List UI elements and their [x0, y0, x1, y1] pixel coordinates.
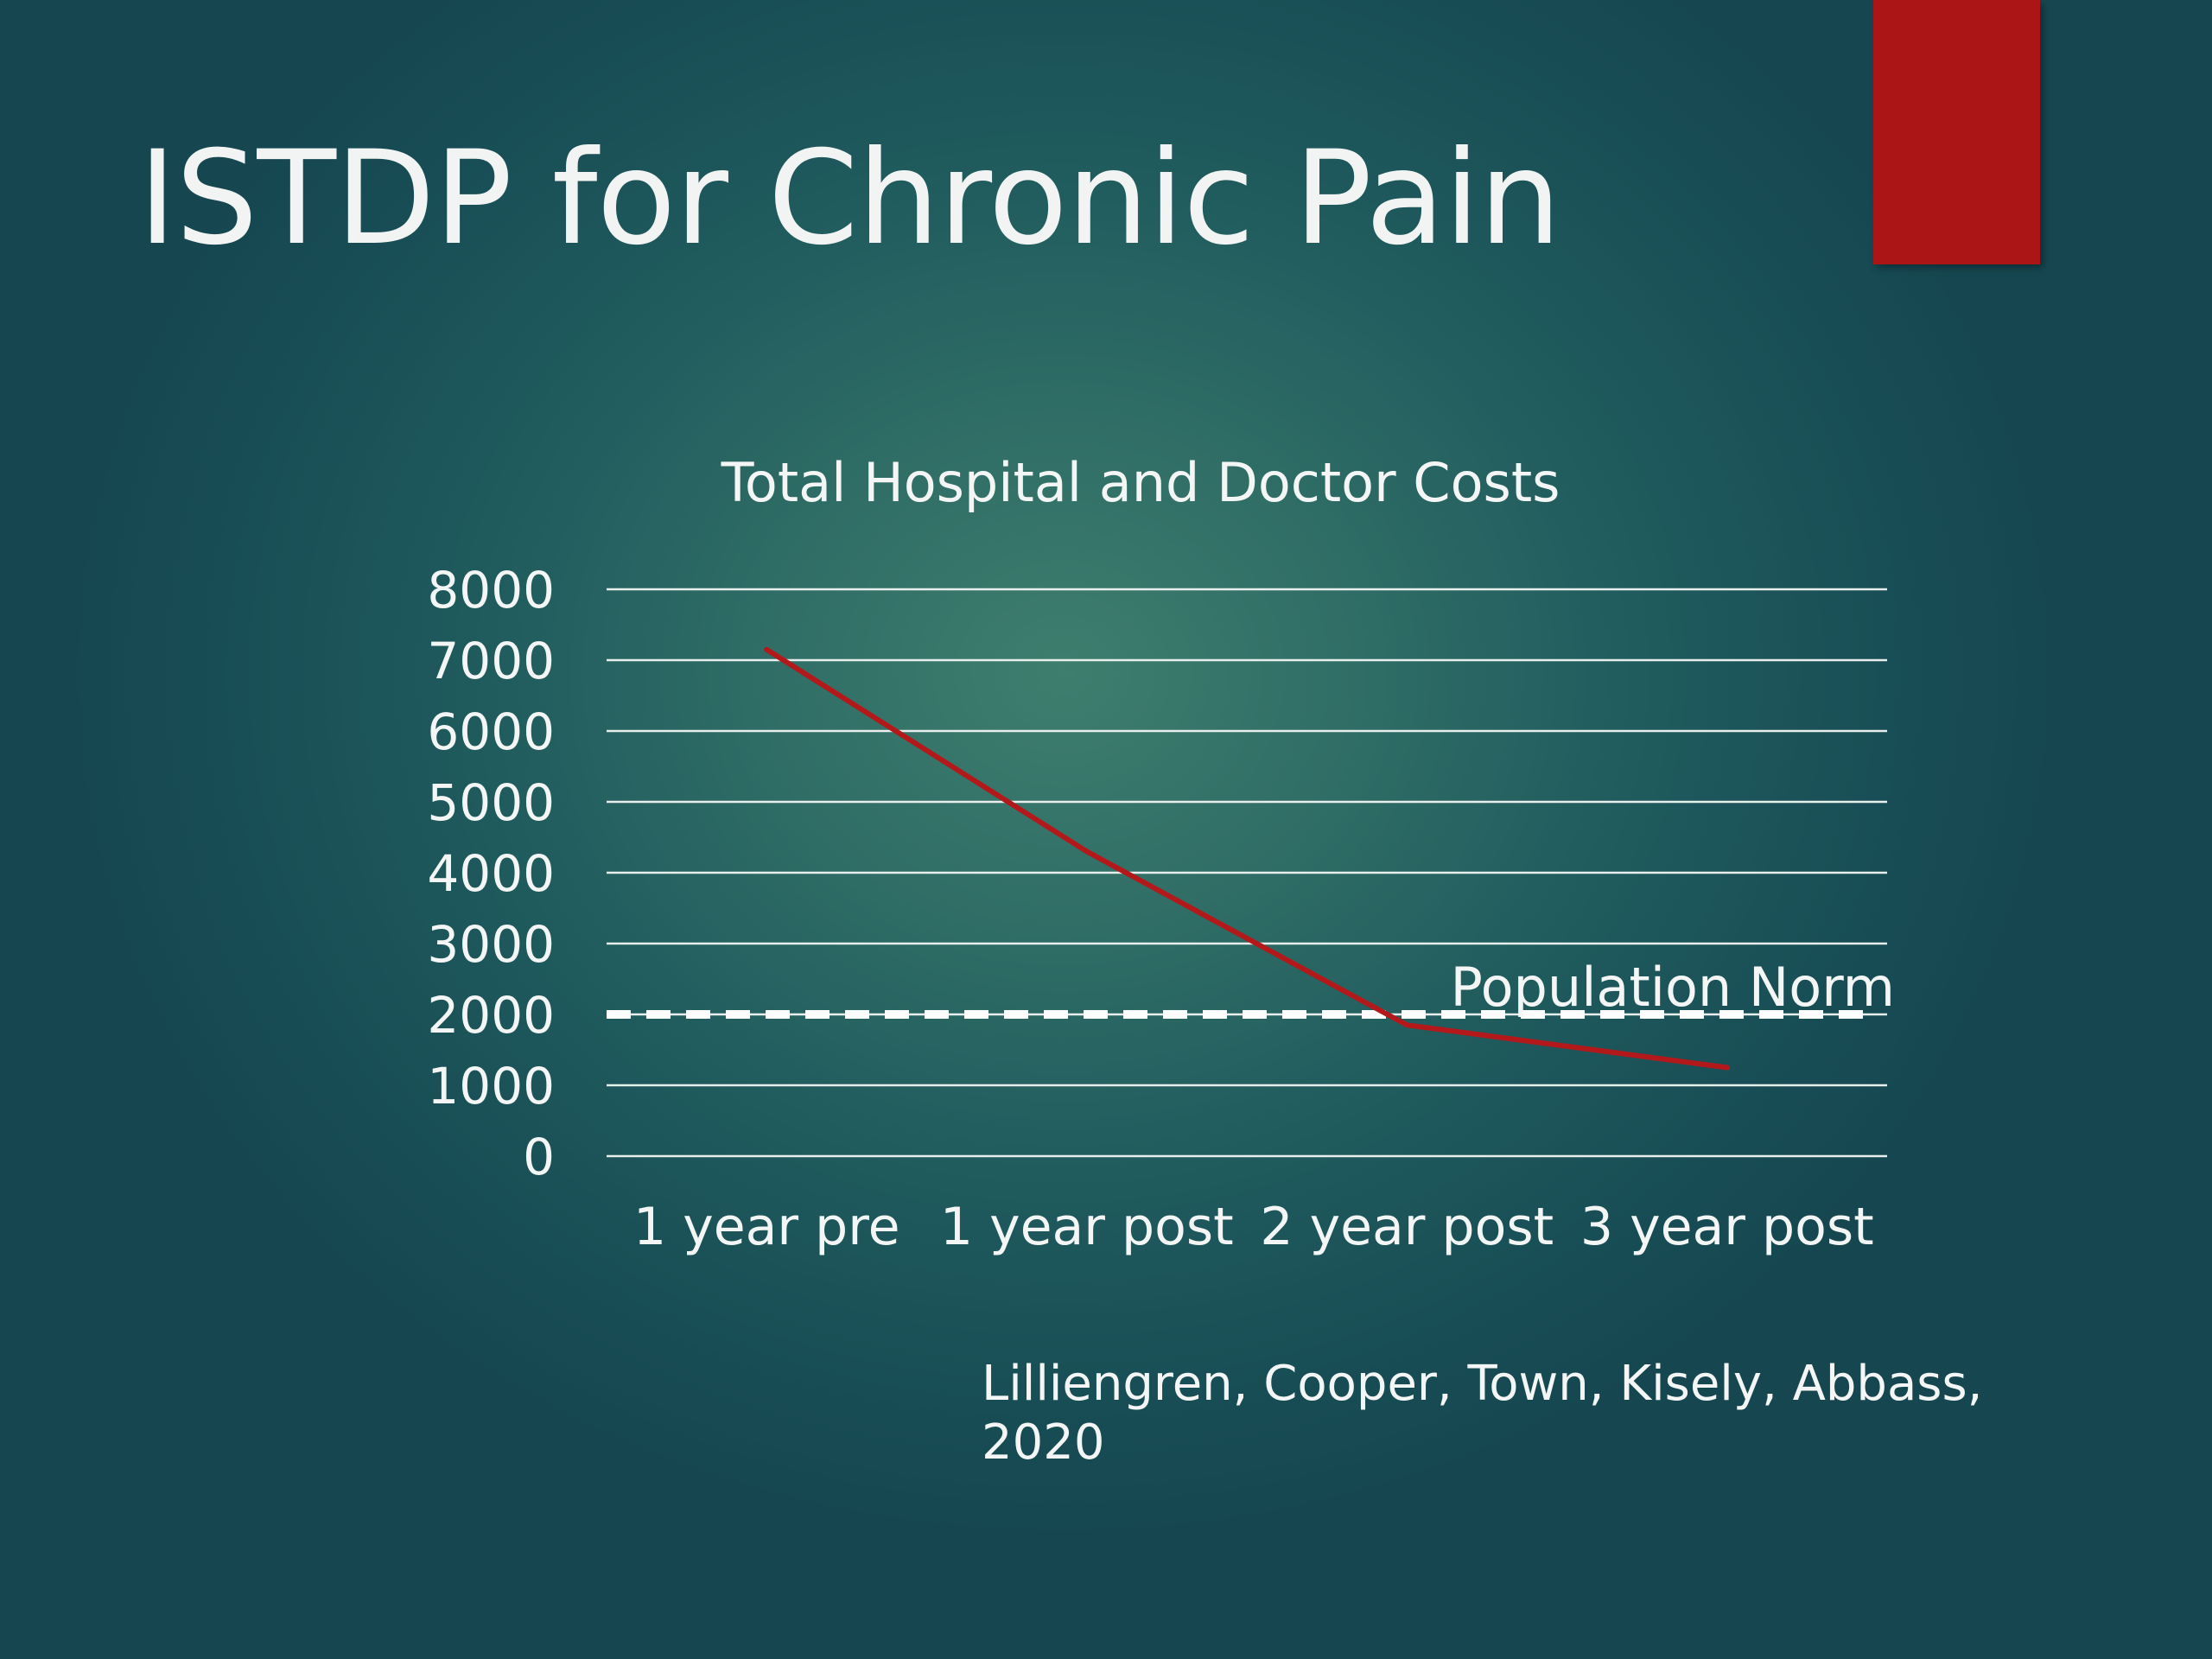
- series-point: [1404, 1022, 1410, 1028]
- y-tick-label: 4000: [427, 844, 555, 903]
- y-tick-label: 5000: [427, 773, 555, 832]
- x-tick-label: 1 year post: [940, 1197, 1234, 1257]
- series-point: [1724, 1065, 1730, 1071]
- reference-line-group: Population Norm: [607, 956, 1895, 1019]
- x-tick-label: 1 year pre: [633, 1197, 900, 1257]
- citation: Lilliengren, Cooper, Town, Kisely, Abbas…: [982, 1356, 1983, 1471]
- y-tick-label: 7000: [427, 632, 555, 690]
- series-point: [764, 646, 770, 652]
- y-axis-tick-labels: 0 1000 2000 3000 4000 5000 6000 7000 8000: [427, 561, 555, 1186]
- y-tick-label: 6000: [427, 702, 555, 761]
- chart-title: Total Hospital and Doctor Costs: [721, 451, 1560, 514]
- y-tick-label: 3000: [427, 915, 555, 974]
- gridlines: [607, 588, 1887, 1158]
- slide-title: ISTDP for Chronic Pain: [138, 124, 1561, 274]
- red-accent-block: [1873, 0, 2040, 264]
- series-group: [764, 646, 1730, 1071]
- series-line: [764, 646, 1730, 1071]
- y-tick-label: 8000: [427, 561, 555, 620]
- x-axis-tick-labels: 1 year pre 1 year post 2 year post 3 year p…: [633, 1197, 1874, 1257]
- x-tick-label: 2 year post: [1260, 1197, 1554, 1257]
- y-tick-label: 0: [523, 1128, 555, 1186]
- y-tick-label: 2000: [427, 986, 555, 1045]
- y-tick-label: 1000: [427, 1057, 555, 1116]
- population-norm-label: Population Norm: [1450, 956, 1895, 1019]
- x-tick-label: 3 year post: [1580, 1197, 1874, 1257]
- series-point: [1084, 849, 1090, 855]
